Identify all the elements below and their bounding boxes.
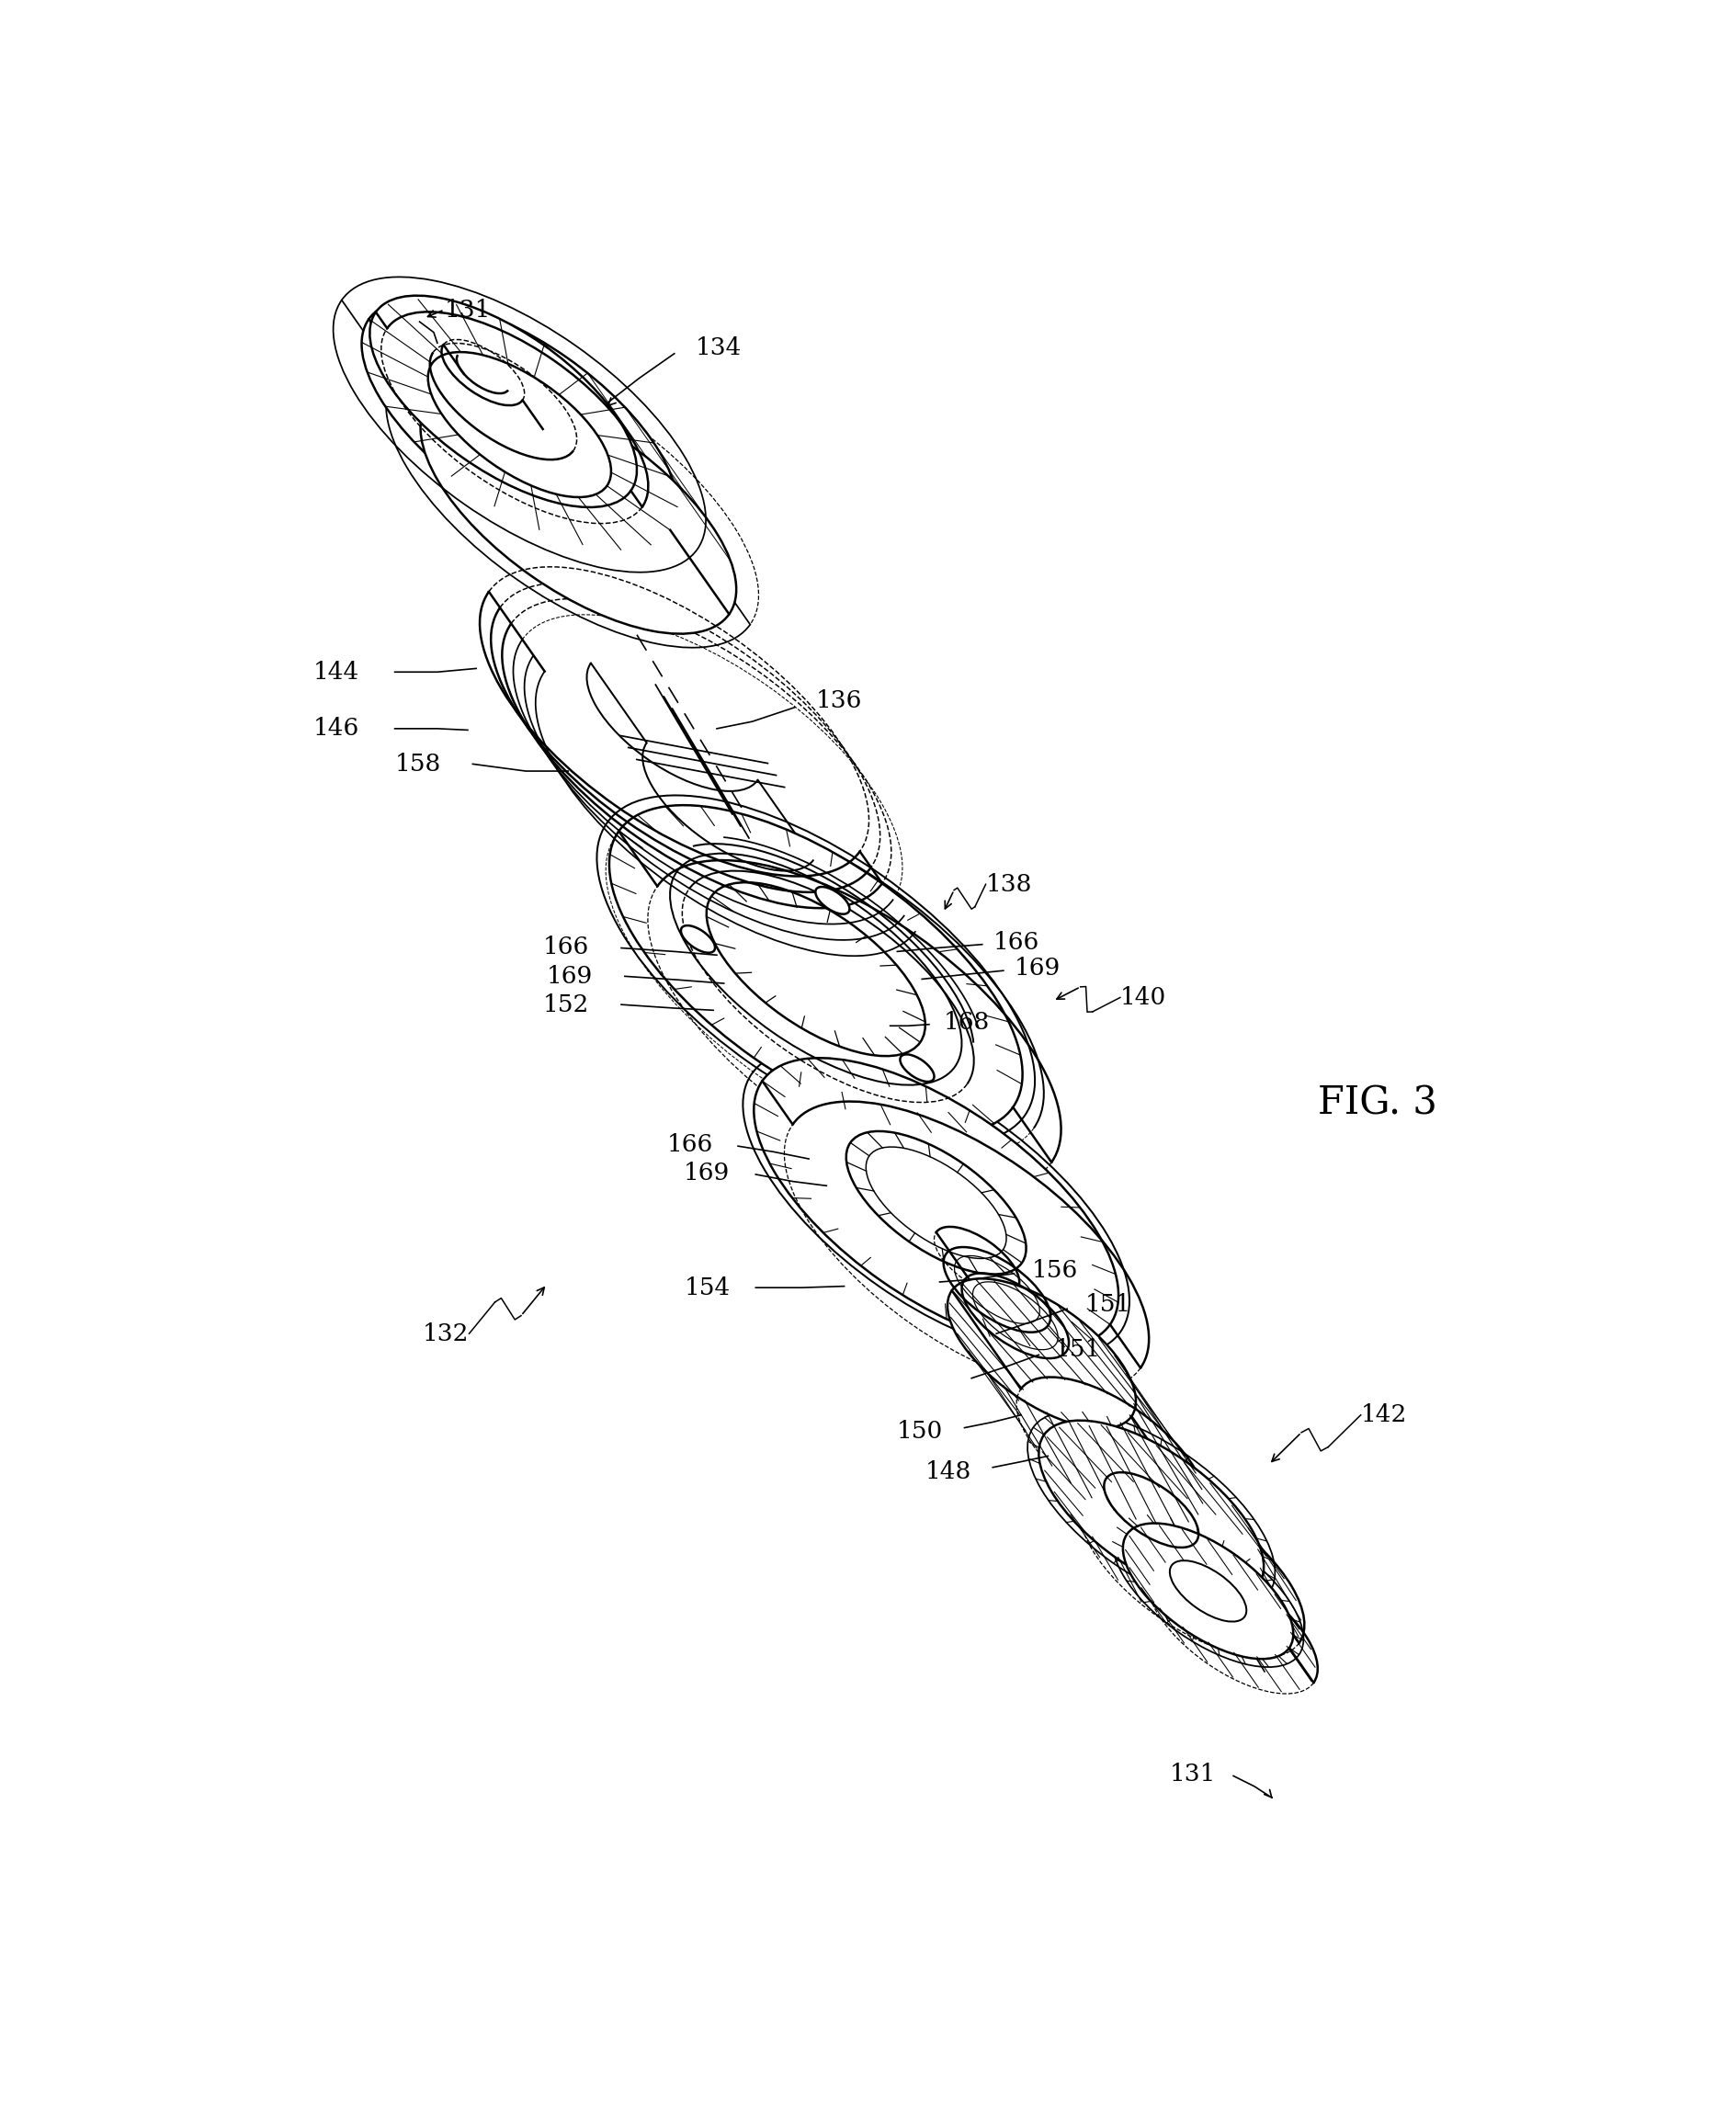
- Text: 146: 146: [312, 717, 359, 740]
- Ellipse shape: [1038, 1421, 1264, 1599]
- Text: 156: 156: [1031, 1260, 1078, 1281]
- Text: 169: 169: [547, 965, 592, 988]
- Ellipse shape: [609, 806, 1023, 1133]
- Ellipse shape: [899, 1054, 934, 1082]
- Text: 166: 166: [543, 935, 589, 959]
- Text: FIG. 3: FIG. 3: [1318, 1084, 1437, 1122]
- Ellipse shape: [814, 887, 849, 914]
- Text: 152: 152: [543, 993, 589, 1016]
- Text: 144: 144: [312, 660, 359, 683]
- Text: 136: 136: [816, 689, 861, 713]
- Text: 138: 138: [984, 874, 1031, 895]
- Ellipse shape: [370, 295, 637, 507]
- Text: 132: 132: [422, 1321, 469, 1345]
- Text: 168: 168: [943, 1012, 990, 1033]
- Text: 169: 169: [682, 1162, 729, 1184]
- Text: 148: 148: [925, 1459, 970, 1483]
- Text: 166: 166: [993, 931, 1038, 954]
- Text: 140: 140: [1120, 986, 1165, 1010]
- Text: 158: 158: [394, 753, 441, 776]
- Ellipse shape: [681, 925, 715, 952]
- Text: 151: 151: [1085, 1294, 1130, 1317]
- Text: 142: 142: [1359, 1404, 1406, 1427]
- Ellipse shape: [753, 1058, 1118, 1347]
- Ellipse shape: [361, 299, 677, 549]
- Text: 169: 169: [1014, 957, 1059, 980]
- Ellipse shape: [1121, 1523, 1293, 1659]
- Text: 131: 131: [444, 299, 490, 320]
- Ellipse shape: [946, 1279, 1135, 1427]
- Text: 166: 166: [667, 1133, 713, 1156]
- Text: 154: 154: [684, 1277, 731, 1300]
- Text: 131: 131: [1168, 1763, 1215, 1786]
- Ellipse shape: [420, 384, 736, 634]
- Text: 134: 134: [694, 337, 741, 358]
- Text: 151: 151: [1054, 1338, 1101, 1362]
- Text: 150: 150: [896, 1419, 943, 1442]
